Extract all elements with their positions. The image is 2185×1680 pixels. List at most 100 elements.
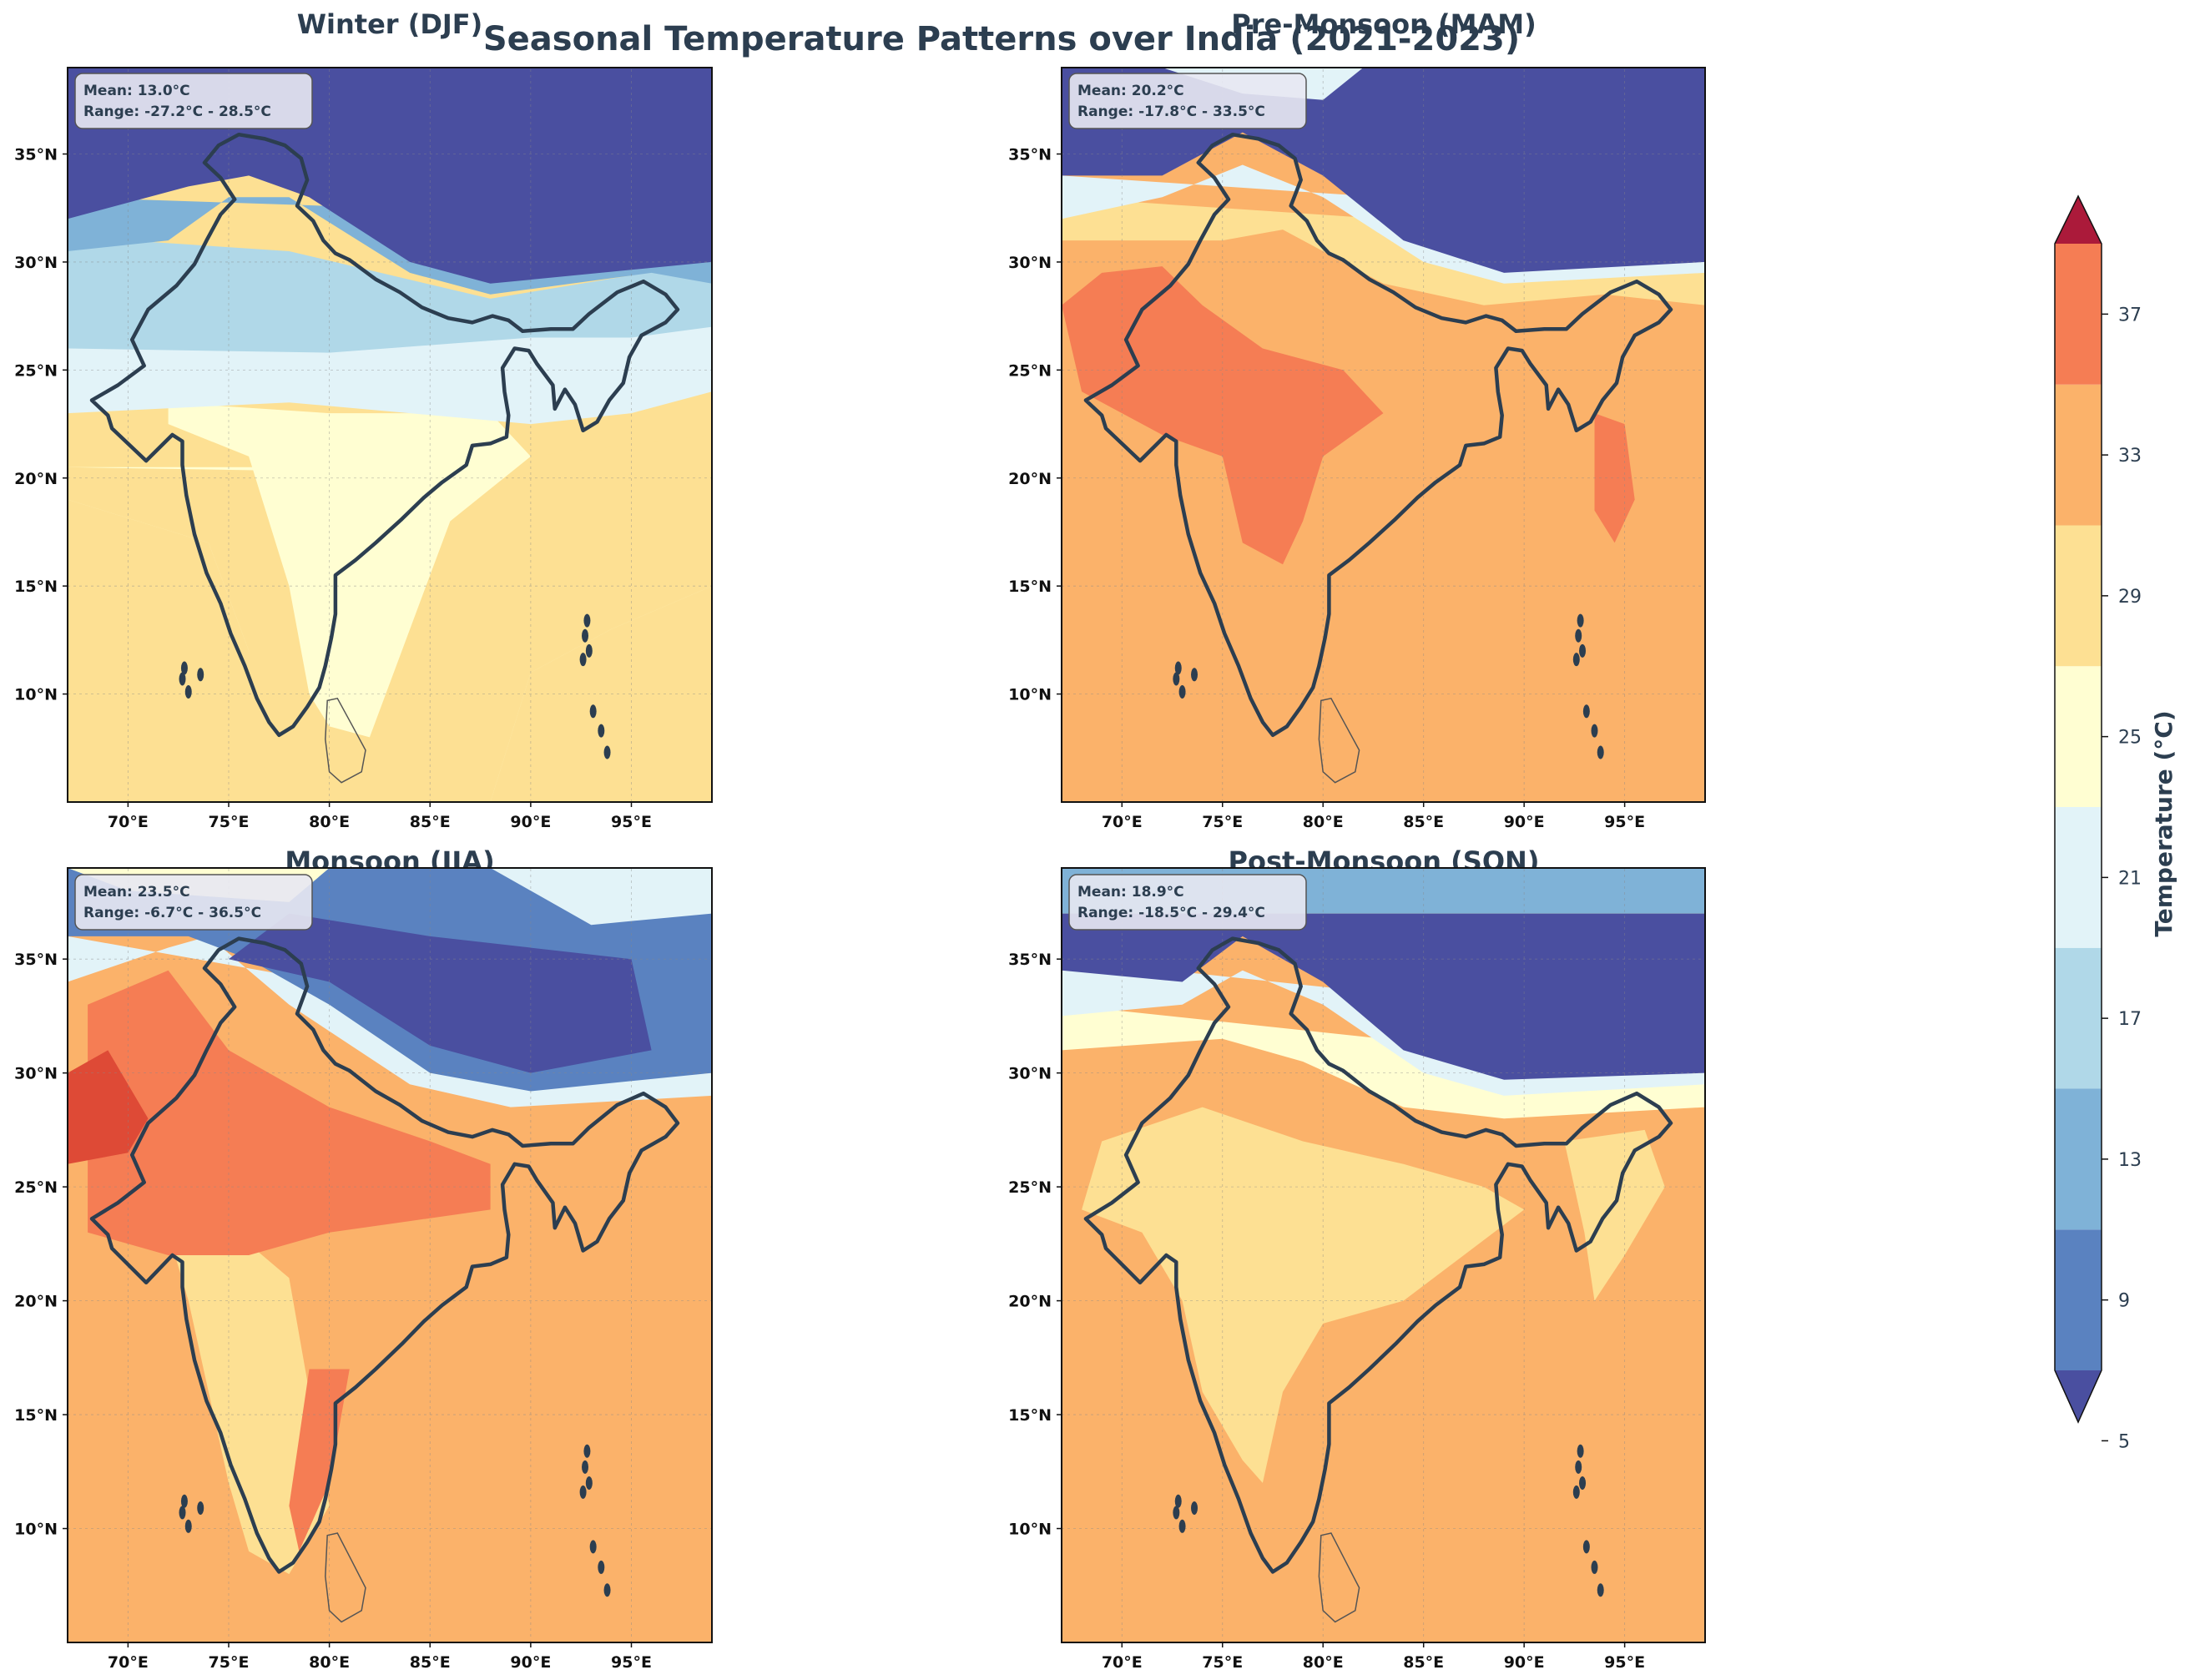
temperature-field — [1062, 68, 1705, 802]
island — [1178, 1519, 1186, 1533]
lat-tick-label: 35°N — [14, 146, 58, 164]
lon-tick-label: 90°E — [510, 813, 551, 831]
lon-tick-label: 70°E — [108, 813, 149, 831]
island — [1191, 668, 1198, 682]
island — [1582, 704, 1590, 719]
lat-tick-label: 25°N — [14, 361, 58, 380]
island — [583, 1444, 591, 1458]
lon-tick-label: 85°E — [410, 813, 451, 831]
lon-tick-label: 80°E — [309, 1653, 350, 1672]
island — [1582, 1540, 1590, 1554]
stats-mean: Mean: 20.2°C — [1077, 83, 1184, 99]
stats-range: Range: -6.7°C - 36.5°C — [83, 905, 261, 921]
temperature-field — [68, 868, 712, 1642]
sri-lanka-coast — [1318, 1532, 1360, 1623]
lon-tick-label: 70°E — [1102, 813, 1143, 831]
island — [1591, 1560, 1598, 1574]
map-frame — [1061, 867, 1706, 1643]
island — [582, 1460, 589, 1474]
colorbar-tick-label: 9 — [2118, 1291, 2130, 1312]
island — [1597, 1583, 1604, 1597]
temperature-band — [490, 868, 712, 926]
stats-range: Range: -18.5°C - 29.4°C — [1077, 905, 1265, 921]
island — [184, 685, 192, 699]
lat-tick-label: 10°N — [1008, 686, 1052, 704]
island — [1173, 672, 1180, 686]
island — [180, 661, 188, 675]
island — [598, 724, 605, 738]
stats-box: Mean: 13.0°C Range: -27.2°C - 28.5°C — [74, 73, 313, 129]
colorbar-extend-max — [2055, 196, 2102, 244]
temperature-band — [1062, 913, 1705, 1080]
island — [179, 672, 186, 686]
temperature-band — [229, 913, 652, 1073]
map-frame — [1061, 67, 1706, 803]
island — [1572, 653, 1580, 667]
lat-tick-label: 15°N — [14, 578, 58, 596]
island — [1174, 661, 1182, 675]
lat-tick-label: 20°N — [1008, 470, 1052, 488]
lat-tick-label: 30°N — [14, 254, 58, 272]
temperature-band — [1564, 1129, 1665, 1301]
stats-range: Range: -27.2°C - 28.5°C — [83, 103, 271, 120]
country-border — [89, 132, 680, 784]
lon-tick-label: 90°E — [1504, 1653, 1545, 1672]
map-frame — [67, 867, 713, 1643]
lat-tick-label: 35°N — [1008, 146, 1052, 164]
lat-tick-label: 35°N — [14, 951, 58, 969]
colorbar-tick-label: 13 — [2118, 1150, 2142, 1171]
colorbar-tick-label: 33 — [2118, 446, 2142, 467]
colorbar-segment — [2055, 947, 2102, 1089]
country-border — [1083, 936, 1673, 1623]
island — [1577, 1444, 1584, 1458]
india-border — [89, 936, 680, 1574]
island — [589, 704, 597, 719]
temperature-field — [1062, 868, 1705, 1642]
colorbar-segment — [2055, 1088, 2102, 1230]
lat-tick-label: 10°N — [14, 1521, 58, 1539]
lon-tick-label: 85°E — [1403, 1653, 1444, 1672]
stats-box: Mean: 18.9°C Range: -18.5°C - 29.4°C — [1068, 874, 1307, 931]
lat-tick-label: 20°N — [1008, 1293, 1052, 1311]
colorbar-tick-label: 29 — [2118, 587, 2142, 608]
axis-ticks: 70°E 75°E 80°E 85°E 90°E 95°E 10°N 15°N 20°N 25°N… — [14, 146, 652, 831]
panel-post-monsoon: Post-Monsoon (SON) Mean: 18.9°C Range: -… — [1008, 845, 1706, 1672]
temperature-field — [68, 68, 712, 802]
colorbar-segment — [2055, 244, 2102, 385]
lon-tick-label: 90°E — [1504, 813, 1545, 831]
country-border — [1083, 132, 1673, 784]
island — [603, 1583, 611, 1597]
lon-tick-label: 80°E — [309, 813, 350, 831]
sri-lanka-coast — [325, 697, 366, 784]
island — [1577, 613, 1584, 628]
lon-tick-label: 95°E — [1604, 1653, 1645, 1672]
panel-monsoon: Monsoon (JJA) Mean: 23.5°C Range: -6.7°C… — [14, 845, 713, 1672]
island — [1191, 1501, 1198, 1515]
lon-tick-label: 75°E — [1202, 813, 1243, 831]
panel-winter: Winter (DJF) Mean: 13.0°C Range: -27.2°C… — [14, 8, 713, 831]
india-border — [1083, 132, 1673, 738]
lon-tick-label: 80°E — [1303, 813, 1344, 831]
island — [1174, 1494, 1182, 1508]
lat-tick-label: 15°N — [14, 1406, 58, 1425]
colorbar-tick-label: 25 — [2118, 728, 2142, 749]
island — [1572, 1485, 1580, 1499]
lat-tick-label: 30°N — [1008, 254, 1052, 272]
lon-tick-label: 95°E — [611, 813, 652, 831]
temperature-band — [68, 1050, 149, 1164]
temperature-band — [1082, 1107, 1525, 1483]
island — [1178, 685, 1186, 699]
island — [1591, 724, 1598, 738]
colorbar-tick-label: 21 — [2118, 868, 2142, 889]
colorbar-extend-min — [2055, 1370, 2102, 1422]
island — [603, 745, 611, 759]
lon-tick-label: 85°E — [1403, 813, 1444, 831]
lon-tick-label: 95°E — [611, 1653, 652, 1672]
island — [579, 1485, 587, 1499]
stats-mean: Mean: 13.0°C — [83, 83, 190, 99]
island — [1173, 1506, 1180, 1520]
lon-tick-label: 90°E — [510, 1653, 551, 1672]
lon-tick-label: 85°E — [410, 1653, 451, 1672]
lat-tick-label: 10°N — [1008, 1521, 1052, 1539]
